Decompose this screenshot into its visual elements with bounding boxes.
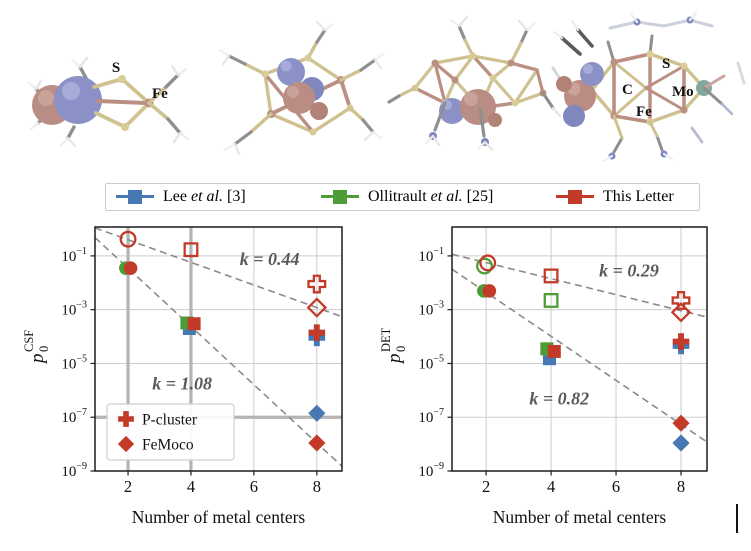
atom-label-s: S bbox=[662, 56, 670, 72]
plot-frame bbox=[94, 226, 343, 472]
molecule-2fe2s-image: S Fe bbox=[28, 56, 190, 148]
marker-plus bbox=[671, 291, 691, 310]
marker-square bbox=[543, 268, 559, 284]
figure-legend: Lee et al. [3] Ollitrault et al. [25] This… bbox=[105, 183, 700, 211]
det-plot: 10−1 10−3 10−5 10−7 10−9 2 4 6 8 Number of metal … bbox=[379, 226, 708, 527]
legend-swatch bbox=[333, 189, 347, 204]
x-axis-label: Number of metal centers bbox=[132, 507, 306, 527]
legend-label: Lee et al. [3] bbox=[163, 187, 246, 205]
marker-square bbox=[187, 317, 201, 331]
trend-layer bbox=[451, 253, 708, 443]
molecule-art bbox=[218, 20, 385, 156]
y-tick-label: 10−5 bbox=[418, 353, 444, 372]
legend-square-marker-this_letter bbox=[556, 189, 594, 204]
y-tick-label: 10−3 bbox=[61, 300, 87, 319]
marker-plus bbox=[308, 324, 326, 341]
marker-plus bbox=[672, 333, 690, 350]
csf-plot: 10−1 10−3 10−5 10−7 10−9 2 4 6 8 Number of metal … bbox=[22, 226, 343, 527]
trend-line bbox=[94, 236, 343, 467]
y-tick-label: 10−7 bbox=[61, 407, 87, 426]
x-tick-label: 4 bbox=[547, 477, 555, 496]
marker-diamond bbox=[670, 302, 692, 323]
y-tick-label: 10−7 bbox=[418, 407, 444, 426]
trend-line bbox=[94, 227, 343, 318]
legend-item-lee: Lee et al. [3] bbox=[116, 184, 246, 209]
atom-label-s: S bbox=[112, 60, 120, 76]
inner-legend-box bbox=[106, 403, 235, 461]
marker-diamond bbox=[672, 414, 690, 432]
marker-square bbox=[547, 344, 561, 358]
marker-diamond bbox=[672, 434, 690, 452]
inner-legend: P-cluster FeMoco bbox=[106, 403, 235, 461]
legend-label: This Letter bbox=[603, 187, 674, 205]
y-tick-label: 10−5 bbox=[61, 353, 87, 372]
y-tick-label: 10−9 bbox=[418, 461, 444, 480]
slope-annotation: k = 1.08 bbox=[152, 373, 212, 393]
molecule-art bbox=[387, 15, 564, 152]
trend-line bbox=[451, 253, 708, 318]
molecule-4fe4s-image bbox=[218, 20, 385, 156]
legend-square-marker-lee bbox=[116, 189, 154, 204]
y-tick-label: 10−1 bbox=[418, 246, 444, 265]
points-layer bbox=[119, 230, 328, 452]
atom-label-fe: Fe bbox=[152, 86, 168, 102]
molecule-art bbox=[552, 11, 746, 163]
atom-label-fe: Fe bbox=[636, 104, 652, 120]
inner-legend-label: P-cluster bbox=[142, 412, 198, 429]
legend-swatch bbox=[128, 189, 142, 204]
molecule-art bbox=[28, 56, 190, 148]
x-axis-label: Number of metal centers bbox=[493, 507, 667, 527]
molecule-femoco-image: S C Mo Fe bbox=[552, 11, 746, 163]
y-label-superscript: CSF bbox=[22, 330, 36, 352]
plot-frame bbox=[451, 226, 708, 472]
slope-annotation: k = 0.44 bbox=[240, 249, 300, 269]
x-tick-label: 6 bbox=[250, 477, 258, 496]
marker-diamond bbox=[308, 434, 326, 452]
marker-diamond bbox=[306, 297, 328, 318]
x-tick-label: 4 bbox=[187, 477, 195, 496]
x-tick-label: 8 bbox=[677, 477, 685, 496]
marker-diamond bbox=[308, 404, 326, 422]
marker-diamond bbox=[117, 435, 135, 453]
molecule-pcluster-image bbox=[387, 15, 564, 152]
marker-plus bbox=[118, 411, 134, 427]
slope-annotation: k = 0.82 bbox=[529, 388, 589, 408]
y-label-letter: p bbox=[27, 354, 48, 366]
y-tick-label: 10−3 bbox=[418, 300, 444, 319]
marker-circle bbox=[119, 230, 137, 248]
atom-label-c: C bbox=[622, 82, 633, 98]
marker-plus bbox=[307, 274, 327, 294]
trend-line bbox=[451, 268, 708, 443]
y-tick-label: 10−9 bbox=[61, 461, 87, 480]
legend-item-this_letter: This Letter bbox=[556, 184, 674, 209]
marker-circle bbox=[123, 261, 138, 275]
legend-square-marker-ollitrault bbox=[321, 189, 359, 204]
text-cursor-artifact bbox=[736, 504, 738, 533]
x-tick-label: 2 bbox=[482, 477, 490, 496]
y-label-subscript: 0 bbox=[37, 346, 51, 352]
legend-swatch bbox=[568, 189, 582, 204]
y-label-letter: p bbox=[384, 354, 405, 366]
legend-item-ollitrault: Ollitrault et al. [25] bbox=[321, 184, 493, 209]
legend-label: Ollitrault et al. [25] bbox=[368, 187, 494, 205]
marker-circle bbox=[482, 284, 497, 298]
trend-layer bbox=[94, 227, 343, 467]
slope-annotation: k = 0.29 bbox=[599, 260, 659, 280]
marker-circle bbox=[476, 257, 493, 275]
y-label-subscript: 0 bbox=[394, 346, 408, 352]
x-tick-label: 2 bbox=[124, 477, 132, 496]
x-tick-label: 8 bbox=[313, 477, 321, 496]
y-tick-label: 10−1 bbox=[61, 246, 87, 265]
marker-square bbox=[543, 293, 559, 308]
x-tick-label: 6 bbox=[612, 477, 620, 496]
y-label-superscript: DET bbox=[379, 327, 393, 352]
marker-circle bbox=[479, 254, 497, 272]
marker-square bbox=[183, 242, 199, 258]
inner-legend-label: FeMoco bbox=[142, 437, 194, 454]
points-layer bbox=[476, 254, 692, 452]
atom-label-mo: Mo bbox=[672, 84, 694, 100]
